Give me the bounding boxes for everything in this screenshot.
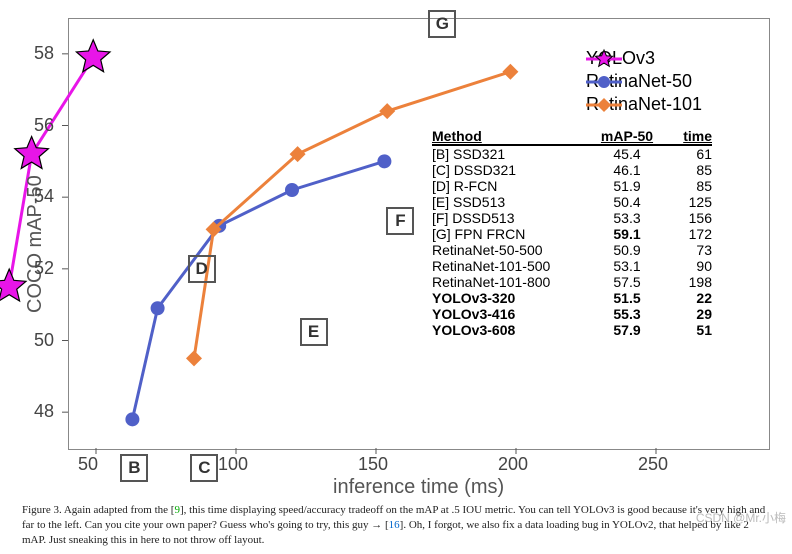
table-cell: 51 <box>662 322 712 338</box>
table-header-cell: time <box>662 128 712 144</box>
table-cell: 59.1 <box>592 226 662 242</box>
table-cell: 53.3 <box>592 210 662 226</box>
legend: YOLOv3RetinaNet-50RetinaNet-101 <box>578 44 710 121</box>
legend-item: RetinaNet-50 <box>586 71 702 92</box>
x-tick: 50 <box>78 454 98 475</box>
x-tick: 150 <box>358 454 388 475</box>
table-cell: 45.4 <box>592 146 662 162</box>
table-cell: 22 <box>662 290 712 306</box>
y-tick: 48 <box>34 401 54 422</box>
table-cell: YOLOv3-320 <box>432 290 592 306</box>
x-tick: 250 <box>638 454 668 475</box>
table-cell: 125 <box>662 194 712 210</box>
table-header: MethodmAP-50time <box>432 128 712 146</box>
caption-ref: 16 <box>389 519 400 531</box>
table-header-cell: Method <box>432 128 592 144</box>
table-cell: 61 <box>662 146 712 162</box>
table-cell: 29 <box>662 306 712 322</box>
table-cell: RetinaNet-101-500 <box>432 258 592 274</box>
table-header-cell: mAP-50 <box>592 128 662 144</box>
table-cell: YOLOv3-608 <box>432 322 592 338</box>
table-cell: 156 <box>662 210 712 226</box>
table-row: [B] SSD32145.461 <box>432 146 712 162</box>
table-cell: [G] FPN FRCN <box>432 226 592 242</box>
table-cell: 51.9 <box>592 178 662 194</box>
results-table: MethodmAP-50time[B] SSD32145.461[C] DSSD… <box>432 128 712 338</box>
legend-item: RetinaNet-101 <box>586 94 702 115</box>
legend-item: YOLOv3 <box>586 48 702 69</box>
x-tick: 200 <box>498 454 528 475</box>
y-tick: 50 <box>34 330 54 351</box>
y-tick: 52 <box>34 258 54 279</box>
table-row: [F] DSSD51353.3156 <box>432 210 712 226</box>
table-cell: 51.5 <box>592 290 662 306</box>
table-cell: 57.5 <box>592 274 662 290</box>
table-cell: [C] DSSD321 <box>432 162 592 178</box>
table-cell: 46.1 <box>592 162 662 178</box>
table-row: RetinaNet-50-50050.973 <box>432 242 712 258</box>
letter-E: E <box>300 318 328 346</box>
table-cell: 55.3 <box>592 306 662 322</box>
table-cell: RetinaNet-50-500 <box>432 242 592 258</box>
table-cell: 50.9 <box>592 242 662 258</box>
x-tick: 100 <box>218 454 248 475</box>
letter-D: D <box>188 255 216 283</box>
figure-caption: Figure 3. Again adapted from the [9], th… <box>22 503 772 548</box>
table-row: RetinaNet-101-80057.5198 <box>432 274 712 290</box>
table-cell: 172 <box>662 226 712 242</box>
table-cell: RetinaNet-101-800 <box>432 274 592 290</box>
table-cell: [D] R-FCN <box>432 178 592 194</box>
table-cell: 57.9 <box>592 322 662 338</box>
caption-text: Figure 3. Again adapted from the [ <box>22 504 174 516</box>
table-cell: 85 <box>662 162 712 178</box>
table-cell: [B] SSD321 <box>432 146 592 162</box>
table-cell: [E] SSD513 <box>432 194 592 210</box>
table-cell: 85 <box>662 178 712 194</box>
letter-F: F <box>386 207 414 235</box>
table-row: YOLOv3-41655.329 <box>432 306 712 322</box>
table-cell: YOLOv3-416 <box>432 306 592 322</box>
table-cell: 50.4 <box>592 194 662 210</box>
table-row: YOLOv3-32051.522 <box>432 290 712 306</box>
table-cell: 90 <box>662 258 712 274</box>
letter-B: B <box>120 454 148 482</box>
letter-G: G <box>428 10 456 38</box>
x-axis-label: inference time (ms) <box>333 476 504 499</box>
table-row: [G] FPN FRCN59.1172 <box>432 226 712 242</box>
table-cell: [F] DSSD513 <box>432 210 592 226</box>
table-cell: 53.1 <box>592 258 662 274</box>
letter-C: C <box>190 454 218 482</box>
table-row: RetinaNet-101-50053.190 <box>432 258 712 274</box>
watermark: CSDN @Mr.小梅 <box>696 509 786 526</box>
figure-container: { "chart":{ "type":"line-scatter", "xlim… <box>0 0 792 554</box>
table-row: YOLOv3-60857.951 <box>432 322 712 338</box>
y-tick: 56 <box>34 115 54 136</box>
table-row: [C] DSSD32146.185 <box>432 162 712 178</box>
table-row: [E] SSD51350.4125 <box>432 194 712 210</box>
table-cell: 198 <box>662 274 712 290</box>
y-tick: 54 <box>34 186 54 207</box>
table-cell: 73 <box>662 242 712 258</box>
y-tick: 58 <box>34 43 54 64</box>
table-row: [D] R-FCN51.985 <box>432 178 712 194</box>
